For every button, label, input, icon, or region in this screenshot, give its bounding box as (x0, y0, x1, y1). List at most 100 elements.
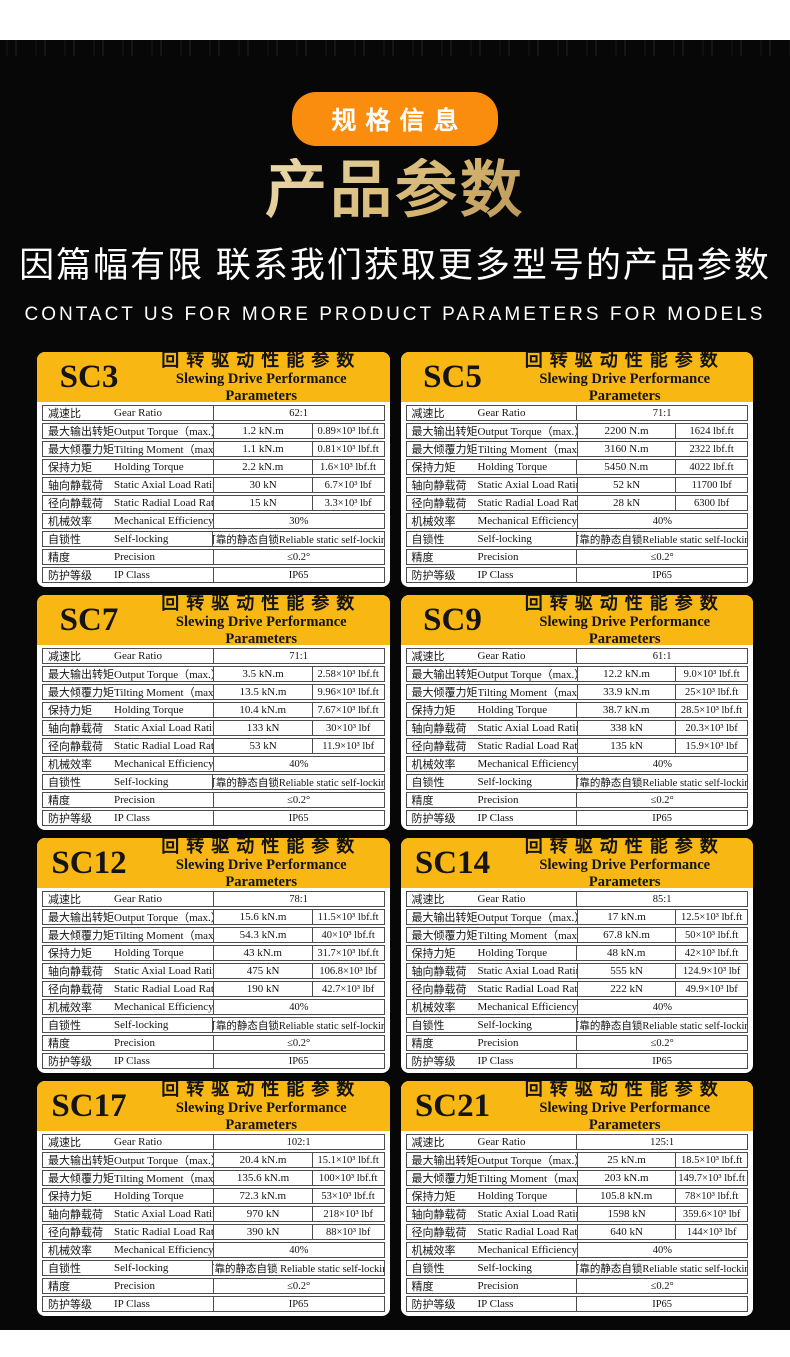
row-label-english: Self-locking (114, 533, 169, 546)
table-row: 径向静载荷 Static Radial Load Rating 222 kN 4… (405, 981, 748, 998)
row-value-imperial: 42.7×10³ lbf (311, 982, 384, 997)
row-label: 自锁性 Self-locking (407, 532, 576, 546)
table-row: 减速比 Gear Ratio 125:1 (405, 1134, 748, 1151)
row-value-metric: 3.5 kN.m (242, 668, 284, 681)
row-values: 3.5 kN.m 2.58×10³ lbf.ft (213, 667, 383, 682)
row-values: 640 kN 144×10³ lbf (576, 1225, 747, 1240)
row-label: 最大输出转矩 Output Torque（max.） (43, 424, 213, 438)
spec-table-card: SC5 回转驱动性能参数 Slewing Drive Performance P… (400, 352, 753, 588)
table-row: 自锁性 Self-locking 可靠的静态自锁 Reliable static… (42, 1260, 385, 1277)
row-label-english: Static Radial Load Rating (114, 497, 214, 510)
row-label-english: Output Torque（max.） (114, 426, 214, 439)
row-label: 机械效率 Mechanical Efficiency (43, 757, 213, 771)
row-label-chinese: 最大倾覆力矩 (48, 1173, 114, 1186)
table-row: 最大输出转矩 Output Torque（max.） 12.2 kN.m 9.0… (405, 666, 748, 683)
table-row: 最大输出转矩 Output Torque（max.） 2200 N.m 1624… (405, 423, 748, 440)
table-title-english: Slewing Drive Performance Parameters (175, 857, 347, 890)
row-label-chinese: 径向静载荷 (48, 498, 103, 511)
row-label-chinese: 轴向静载荷 (48, 723, 103, 736)
row-label-english: Mechanical Efficiency (477, 1244, 577, 1257)
row-label: 径向静载荷 Static Radial Load Rating (407, 982, 577, 996)
table-row: 机械效率 Mechanical Efficiency 40% (405, 513, 748, 530)
table-row: 轴向静载荷 Static Axial Load Rating 338 kN 20… (405, 720, 748, 737)
table-row: 防护等级 IP Class IP65 (42, 1296, 385, 1313)
table-row: 自锁性 Self-locking 可靠的静态自锁Reliable static … (42, 1017, 385, 1034)
row-label: 精度 Precision (43, 1279, 213, 1293)
row-label-chinese: 径向静载荷 (411, 741, 467, 754)
row-values: 48 kN.m 42×10³ lbf.ft (576, 946, 747, 961)
row-label-chinese: 自锁性 (48, 1263, 81, 1276)
row-value-imperial: 11.9×10³ lbf (311, 739, 384, 754)
row-values: 28 kN 6300 lbf (576, 496, 747, 511)
row-value: 40% (652, 1001, 672, 1013)
row-label-english: Output Torque（max.） (114, 1155, 214, 1168)
row-values: IP65 (212, 1297, 384, 1312)
row-values: 102:1 (212, 1135, 384, 1150)
row-label-chinese: 机械效率 (411, 516, 456, 529)
table-row: 机械效率 Mechanical Efficiency 30% (42, 513, 385, 530)
row-label-chinese: 最大输出转矩 (411, 426, 478, 439)
table-row: 防护等级 IP Class IP65 (405, 1053, 748, 1070)
row-value-metric: 15 kN (249, 497, 277, 510)
row-values: 可靠的静态自锁Reliable static self-locking (212, 532, 384, 547)
top-margin (0, 0, 790, 40)
table-row: 自锁性 Self-locking 可靠的静态自锁Reliable static … (405, 531, 748, 548)
row-value-metric: 135 kN (610, 740, 643, 753)
row-value-imperial: 42×10³ lbf.ft (675, 946, 747, 961)
row-values: 190 kN 42.7×10³ lbf (213, 982, 384, 997)
row-value-imperial: 2322 lbf.ft (675, 442, 747, 457)
row-label-english: Tilting Moment（max.） (477, 444, 577, 457)
row-values: ≤0.2° (212, 1036, 384, 1051)
row-label-chinese: 机械效率 (411, 1002, 456, 1015)
row-label-english: Mechanical Efficiency (477, 1001, 577, 1014)
row-value-metric: 28 kN (612, 497, 641, 510)
row-label: 防护等级 IP Class (43, 1297, 213, 1311)
table-row: 最大倾覆力矩 Tilting Moment（max.） 33.9 kN.m 25… (405, 684, 748, 701)
row-values: 可靠的静态自锁 Reliable static self-locking (212, 1261, 384, 1276)
table-row: 精度 Precision ≤0.2° (405, 1035, 748, 1052)
row-label-english: Mechanical Efficiency (114, 1001, 214, 1014)
row-label-chinese: 保持力矩 (411, 705, 456, 718)
model-name: SC9 (423, 601, 482, 638)
spec-table-card: SC21 回转驱动性能参数 Slewing Drive Performance … (400, 1081, 753, 1317)
row-value: IP65 (652, 1298, 673, 1310)
row-label: 减速比 Gear Ratio (43, 892, 213, 906)
row-values: 71:1 (212, 649, 384, 664)
row-value-imperial: 28.5×10³ lbf.ft (675, 703, 747, 718)
spec-table-card: SC14 回转驱动性能参数 Slewing Drive Performance … (400, 838, 753, 1074)
row-label: 机械效率 Mechanical Efficiency (407, 514, 577, 528)
row-value: IP65 (288, 1298, 309, 1310)
row-values: 13.5 kN.m 9.96×10³ lbf.ft (213, 685, 383, 700)
row-values: 40% (576, 1000, 747, 1015)
table-row: 精度 Precision ≤0.2° (405, 1278, 748, 1295)
row-value-metric: 54.3 kN.m (239, 929, 287, 942)
row-label: 减速比 Gear Ratio (407, 892, 577, 906)
row-label-english: Gear Ratio (477, 407, 526, 420)
row-value: 可靠的静态自锁Reliable static self-locking (213, 777, 384, 789)
row-label: 保持力矩 Holding Torque (43, 946, 213, 960)
row-label-english: Gear Ratio (114, 650, 162, 663)
spec-table-header: SC12 回转驱动性能参数 Slewing Drive Performance … (37, 838, 390, 890)
row-values: 15.6 kN.m 11.5×10³ lbf.ft (213, 910, 383, 925)
row-label-english: Mechanical Efficiency (477, 515, 577, 528)
table-row: 精度 Precision ≤0.2° (42, 792, 385, 809)
row-label-chinese: 保持力矩 (48, 462, 92, 475)
row-values: 970 kN 218×10³ lbf (213, 1207, 383, 1222)
row-label: 自锁性 Self-locking (407, 775, 576, 789)
row-value-imperial: 4022 lbf.ft (675, 460, 747, 475)
row-label: 保持力矩 Holding Torque (407, 946, 577, 960)
row-label-chinese: 减速比 (411, 651, 445, 664)
spec-table-body: 减速比 Gear Ratio 78:1 最大输出转矩 Output Torque… (37, 888, 390, 1073)
bottom-margin (0, 1330, 790, 1357)
row-label: 保持力矩 Holding Torque (43, 1189, 213, 1203)
row-values: 1598 kN 359.6×10³ lbf (576, 1207, 747, 1222)
row-value-imperial: 106.8×10³ lbf (311, 964, 384, 979)
row-value: ≤0.2° (287, 1280, 311, 1292)
table-title-block: 回转驱动性能参数 Slewing Drive Performance Param… (505, 595, 754, 647)
row-label-chinese: 机械效率 (48, 516, 92, 529)
table-row: 轴向静载荷 Static Axial Load Rating 475 kN 10… (42, 963, 385, 980)
table-title-english: Slewing Drive Performance Parameters (175, 614, 347, 647)
row-value: 62:1 (289, 407, 308, 419)
row-values: 30% (213, 514, 383, 529)
row-label: 轴向静载荷 Static Axial Load Rating (407, 721, 577, 735)
